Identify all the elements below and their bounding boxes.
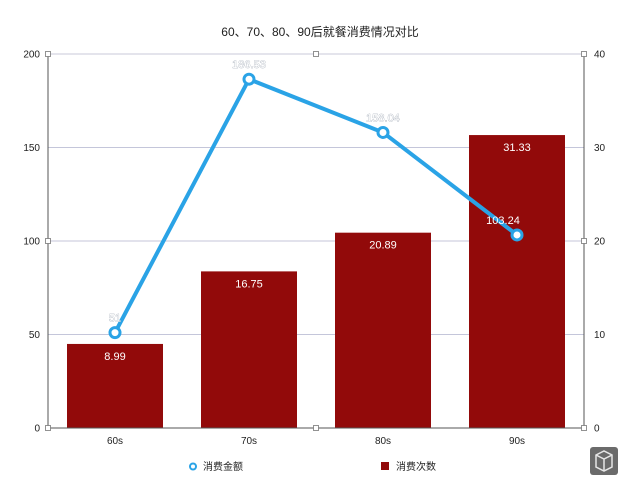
line-point-80s [376, 125, 390, 139]
line-data-label: 158.04 [366, 112, 400, 124]
line-data-label: 103.24 [486, 215, 520, 227]
left-tick-label: 50 [29, 330, 41, 341]
right-tick-label: 40 [594, 50, 606, 61]
bar-70s [201, 271, 297, 428]
bar-data-label: 16.75 [235, 278, 263, 290]
frame-handle [581, 425, 587, 431]
left-tick-label: 200 [23, 50, 40, 61]
line-data-label: 51 [109, 313, 121, 325]
x-tick-label: 90s [509, 436, 525, 447]
logo-cube-edges [595, 454, 613, 471]
x-tick-label: 70s [241, 436, 257, 447]
right-tick-label: 10 [594, 330, 606, 341]
frame-handle [313, 425, 319, 431]
legend-line-label: 消费金额 [203, 460, 243, 473]
watermark-logo [590, 447, 618, 475]
bar-data-label: 31.33 [503, 142, 531, 154]
legend: 消费金额 消费次数 [189, 460, 436, 473]
bar-data-label: 20.89 [369, 240, 397, 252]
right-tick-label: 0 [594, 424, 600, 435]
bar-90s [469, 135, 565, 428]
line-data-label: 186.53 [232, 59, 266, 71]
frame-handle [45, 425, 51, 431]
right-tick-label: 20 [594, 237, 606, 248]
legend-bar-swatch [381, 462, 389, 470]
line-point-60s [108, 326, 122, 340]
left-tick-label: 150 [23, 143, 40, 154]
left-tick-label: 0 [34, 424, 40, 435]
bar-data-label: 8.99 [104, 351, 125, 363]
x-tick-label: 60s [107, 436, 123, 447]
legend-bar-label: 消费次数 [396, 460, 436, 473]
x-tick-label: 80s [375, 436, 391, 447]
bar-60s [67, 343, 163, 428]
logo-cube-icon [595, 450, 613, 472]
bar-80s [335, 232, 431, 428]
frame-handle [313, 51, 319, 57]
right-tick-label: 30 [594, 143, 606, 154]
line-path [113, 77, 519, 335]
legend-line-marker [189, 462, 197, 471]
frame-handle [45, 238, 51, 244]
frame-handle [581, 51, 587, 57]
left-tick-label: 100 [23, 237, 40, 248]
frame-handle [581, 238, 587, 244]
chart-title: 60、70、80、90后就餐消费情况对比 [221, 24, 418, 39]
line-series: 51 186.53 158.04 103.24 [108, 59, 524, 340]
frame-handle [45, 51, 51, 57]
line-point-90s [510, 228, 524, 242]
bar-series: 8.99 16.75 20.89 31.33 [67, 135, 565, 428]
axes: 0 50 100 150 200 0 10 20 30 40 60s 70s 80s 90s [23, 50, 605, 448]
line-point-70s [242, 72, 256, 86]
